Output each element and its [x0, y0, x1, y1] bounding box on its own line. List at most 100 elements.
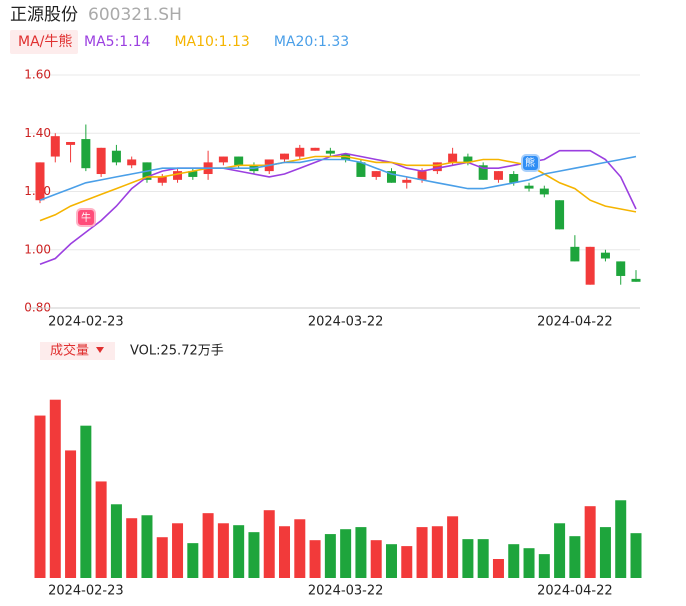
legend-entry: MA5:1.14	[84, 34, 151, 50]
y-tick-label: 1.00	[24, 242, 51, 256]
candle-body	[234, 156, 244, 166]
candle-body	[50, 136, 60, 157]
candle-body	[509, 174, 519, 183]
candle-body	[616, 261, 626, 276]
volume-bar	[202, 513, 214, 578]
candle-body	[448, 153, 458, 163]
volume-bar	[126, 518, 138, 578]
volume-bar	[477, 539, 489, 578]
volume-readout: VOL:25.72万手	[130, 344, 224, 359]
volume-bar	[263, 510, 275, 578]
candle-body	[188, 171, 198, 177]
candle-body	[402, 179, 412, 183]
volume-bar	[110, 504, 122, 578]
volume-bar	[80, 425, 92, 578]
volume-bar	[492, 559, 504, 578]
volume-bar	[462, 539, 474, 578]
stock-name: 正源股份	[10, 5, 78, 25]
candle-body	[35, 162, 45, 201]
volume-button-bg[interactable]	[40, 342, 115, 360]
volume-bar	[95, 481, 107, 578]
volume-bar	[248, 532, 260, 578]
volume-bar	[385, 544, 397, 578]
volume-bar	[233, 525, 245, 578]
volume-bar	[523, 548, 535, 578]
legend-entry: MA10:1.13	[174, 34, 249, 50]
candle-body	[371, 171, 381, 177]
candle-body	[570, 246, 580, 262]
volume-bar	[401, 546, 413, 578]
marks: 0.801.001.201.401.602024-02-232024-02-23…	[24, 68, 642, 599]
x-tick-label: 2024-03-22	[308, 584, 384, 599]
candle-body	[524, 185, 534, 189]
x-tick-label: 2024-04-22	[537, 315, 613, 330]
volume-bar	[630, 533, 642, 578]
candle-body	[417, 171, 427, 180]
svg-text:牛: 牛	[81, 211, 91, 224]
candle-body	[310, 147, 320, 151]
volume-bar	[217, 523, 229, 578]
candle-body	[432, 162, 442, 172]
candle-body	[478, 165, 488, 180]
ma-button[interactable]: MA/牛熊	[18, 34, 72, 50]
svg-text:熊: 熊	[525, 156, 535, 169]
candle-body	[280, 153, 290, 160]
candle-body	[585, 246, 595, 285]
volume-bar	[569, 536, 581, 578]
volume-bar	[49, 399, 61, 578]
volume-bar	[370, 540, 382, 578]
y-tick-label: 1.60	[24, 68, 51, 82]
volume-bar	[65, 450, 77, 578]
candle-body	[325, 150, 335, 154]
volume-bar	[324, 534, 336, 578]
dropdown-arrow	[96, 347, 104, 353]
volume-bar	[615, 500, 627, 578]
ma-line	[39, 149, 637, 266]
ma-button-bg[interactable]	[10, 30, 78, 54]
volume-bar	[340, 529, 352, 578]
volume-bar	[187, 543, 199, 578]
volume-bar	[447, 516, 459, 578]
candle-body	[111, 150, 121, 163]
x-tick-label: 2024-02-23	[48, 315, 124, 330]
volume-bar	[294, 519, 306, 578]
volume-bar	[554, 523, 566, 578]
volume-button[interactable]: 成交量	[50, 343, 89, 359]
ma-line	[39, 155, 637, 201]
candle-body	[157, 176, 167, 183]
volume-bar	[584, 506, 596, 578]
candle-body	[356, 162, 366, 177]
y-tick-label: 1.40	[24, 126, 51, 140]
volume-bar	[599, 527, 611, 578]
volume-bar	[156, 537, 168, 578]
candle-body	[295, 147, 305, 157]
volume-bar	[34, 415, 46, 578]
candle-body	[173, 171, 183, 180]
ma-line	[39, 155, 637, 222]
candle-body	[81, 139, 91, 169]
candle-body	[493, 171, 503, 180]
volume-bar	[355, 527, 367, 578]
candle-body	[386, 171, 396, 183]
x-tick-label: 2024-04-22	[537, 584, 613, 599]
volume-bar	[508, 544, 520, 578]
volume-bar	[141, 515, 153, 578]
candle-body	[463, 156, 473, 163]
candle-body	[96, 147, 106, 175]
bear-icon: 熊	[521, 154, 540, 172]
volume-bar	[538, 554, 550, 578]
x-tick-label: 2024-02-23	[48, 584, 124, 599]
candle-body	[539, 188, 549, 195]
legend-entry: MA20:1.33	[274, 34, 349, 50]
candle-body	[631, 278, 641, 282]
stock-code: 600321.SH	[88, 5, 182, 25]
volume-bar	[309, 540, 321, 578]
candle-body	[66, 141, 76, 145]
volume-bar	[172, 523, 184, 578]
volume-bar	[279, 526, 291, 578]
volume-bar	[431, 526, 443, 578]
candle-body	[218, 156, 228, 163]
candle-body	[555, 200, 565, 230]
volume-bar	[416, 527, 428, 578]
